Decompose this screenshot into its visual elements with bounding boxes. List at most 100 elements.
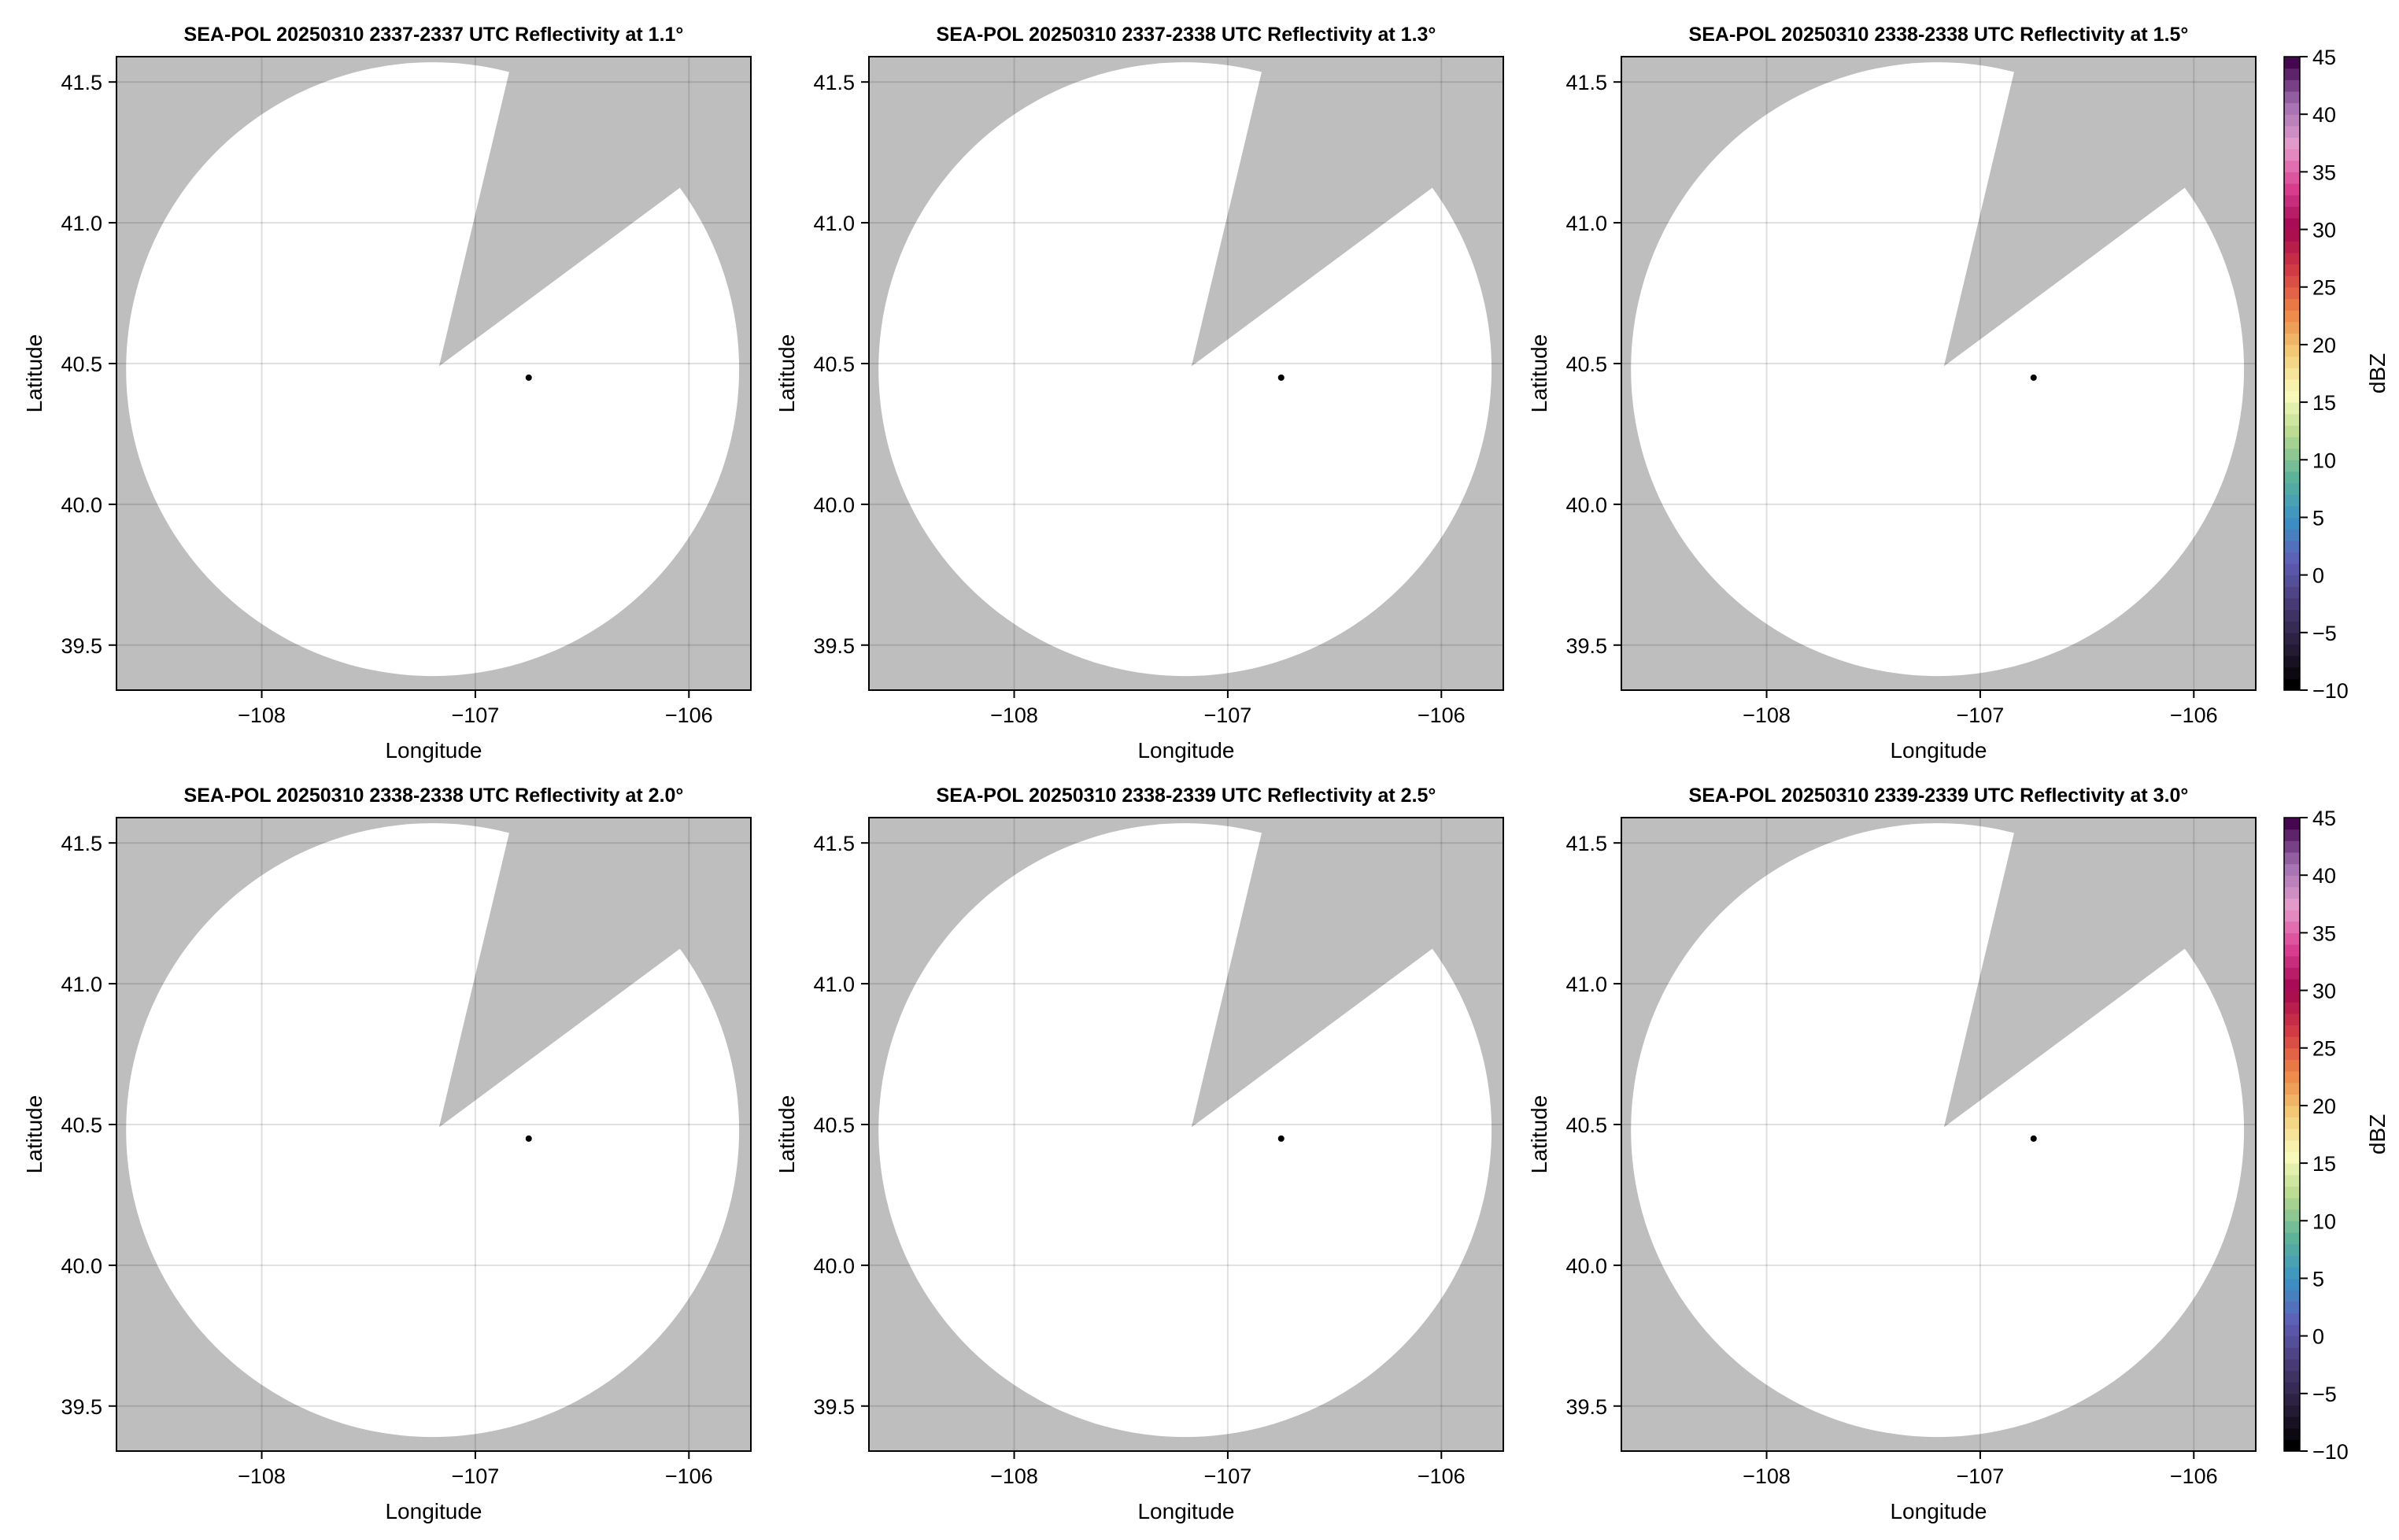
- x-tick-label: −106: [2170, 1464, 2218, 1488]
- panel-title: SEA-POL 20250310 2337-2337 UTC Reflectiv…: [184, 24, 684, 46]
- colorbar-band: [2284, 678, 2300, 691]
- x-tick-label: −108: [238, 704, 286, 727]
- colorbar-band: [2284, 1047, 2300, 1060]
- x-tick-label: −108: [990, 1464, 1038, 1488]
- colorbar-band: [2284, 1324, 2300, 1337]
- colorbar-band: [2284, 621, 2300, 633]
- y-tick-label: 41.5: [813, 71, 855, 94]
- colorbar-tick-label: 30: [2312, 219, 2336, 242]
- y-tick-label: 40.0: [1565, 493, 1607, 517]
- y-tick-label: 40.5: [1565, 1113, 1607, 1137]
- colorbar-tick-label: 25: [2312, 276, 2336, 300]
- colorbar-band: [2284, 286, 2300, 299]
- colorbar-band: [2284, 1209, 2300, 1221]
- colorbar-band: [2284, 1393, 2300, 1406]
- x-tick-label: −107: [452, 704, 500, 727]
- colorbar-band: [2284, 1082, 2300, 1095]
- colorbar-band: [2284, 333, 2300, 345]
- colorbar-band: [2284, 840, 2300, 853]
- colorbar-band: [2284, 1094, 2300, 1106]
- colorbar-band: [2284, 967, 2300, 980]
- plot-area: [116, 818, 751, 1451]
- colorbar-band: [2284, 1036, 2300, 1049]
- colorbar-band: [2284, 1405, 2300, 1417]
- colorbar-tick-label: 45: [2312, 807, 2336, 830]
- colorbar: −10 −5 0 5 10 15 20 25 30 35 40 45 dBZ: [2283, 807, 2390, 1464]
- x-tick-label: −106: [2170, 704, 2218, 727]
- colorbar-band: [2284, 402, 2300, 415]
- colorbar-band: [2284, 149, 2300, 161]
- colorbar-band: [2284, 1059, 2300, 1072]
- blocked-sector: [1943, 57, 2256, 367]
- y-tick-label: 40.5: [61, 353, 102, 376]
- colorbar-label: dBZ: [2365, 1114, 2390, 1154]
- colorbar-tick-label: 40: [2312, 103, 2336, 127]
- colorbar-band: [2284, 644, 2300, 656]
- axes-frame: [1621, 817, 2257, 1452]
- x-tick-label: −106: [665, 1464, 713, 1488]
- y-tick-label: 41.5: [61, 832, 102, 855]
- colorbar-band: [2284, 390, 2300, 403]
- colorbar-band: [2284, 829, 2300, 841]
- colorbar-tick-label: 10: [2312, 1209, 2336, 1233]
- colorbar-band: [2284, 1427, 2300, 1440]
- y-tick-label: 40.0: [61, 1254, 102, 1278]
- y-tick-label: 41.0: [813, 212, 855, 235]
- colorbar-band: [2284, 1335, 2300, 1348]
- blocked-sector: [1943, 818, 2256, 1128]
- blocked-sector: [1191, 818, 1503, 1128]
- colorbar-band: [2284, 990, 2300, 1003]
- colorbar-band: [2284, 367, 2300, 380]
- colorbar-band: [2284, 632, 2300, 645]
- colorbar-tick-label: 0: [2312, 1325, 2324, 1349]
- y-tick-label: 40.0: [813, 493, 855, 517]
- x-tick-label: −107: [452, 1464, 500, 1488]
- colorbar-tick-label: −10: [2312, 1440, 2349, 1464]
- colorbar-band: [2284, 1128, 2300, 1141]
- x-tick-label: −106: [1418, 1464, 1466, 1488]
- blocked-sector: [438, 57, 751, 367]
- colorbar-tick-label: 5: [2312, 1267, 2324, 1291]
- y-tick-label: 39.5: [813, 634, 855, 658]
- panel-title: SEA-POL 20250310 2338-2338 UTC Reflectiv…: [184, 785, 684, 807]
- panel-4: −108 −107 −106 39.5 40.0 40.5 41.0 41.5 SEA-POL …: [22, 785, 752, 1523]
- y-tick-label: 39.5: [61, 634, 102, 658]
- colorbar-tick-label: −5: [2312, 1383, 2337, 1406]
- colorbar-band: [2284, 910, 2300, 922]
- x-tick-label: −108: [1743, 1464, 1791, 1488]
- colorbar-band: [2284, 217, 2300, 231]
- colorbar-band: [2284, 241, 2300, 253]
- x-axis-label: Longitude: [1890, 1499, 1987, 1523]
- panel-5: −108 −107 −106 39.5 40.0 40.5 41.0 41.5 SEA-POL …: [774, 785, 1504, 1523]
- colorbar-band: [2284, 379, 2300, 392]
- plot-area: [116, 57, 751, 690]
- colorbar-band: [2284, 517, 2300, 530]
- colorbar-band: [2284, 656, 2300, 668]
- x-tick-label: −107: [1204, 704, 1252, 727]
- colorbar-band: [2284, 1151, 2300, 1164]
- y-tick-label: 41.5: [1565, 71, 1607, 94]
- colorbar-tick-label: 10: [2312, 449, 2336, 472]
- colorbar-band: [2284, 1198, 2300, 1210]
- radar-site-marker: [1277, 374, 1285, 381]
- colorbar-band: [2284, 206, 2300, 219]
- colorbar-band: [2284, 1013, 2300, 1026]
- blocked-sector: [1191, 57, 1503, 367]
- axes-frame: [1621, 56, 2257, 691]
- colorbar-band: [2284, 229, 2300, 242]
- colorbar-band: [2284, 1071, 2300, 1084]
- radar-site-marker: [2030, 374, 2037, 381]
- panel-6: −108 −107 −106 39.5 40.0 40.5 41.0 41.5 SEA-POL …: [1527, 785, 2390, 1523]
- panel-3: −108 −107 −106 39.5 40.0 40.5 41.0 41.5 SEA-POL …: [1527, 24, 2390, 763]
- colorbar-band: [2284, 1174, 2300, 1187]
- panel-title: SEA-POL 20250310 2337-2338 UTC Reflectiv…: [937, 24, 1436, 46]
- colorbar-band: [2284, 252, 2300, 265]
- colorbar-band: [2284, 1416, 2300, 1429]
- axes-frame: [868, 56, 1504, 691]
- colorbar-band: [2284, 1186, 2300, 1198]
- panel-title: SEA-POL 20250310 2338-2339 UTC Reflectiv…: [937, 785, 1436, 807]
- x-axis-label: Longitude: [385, 1499, 482, 1523]
- x-tick-label: −108: [1743, 704, 1791, 727]
- colorbar-band: [2284, 321, 2300, 334]
- panel-1: −108 −107 −106 39.5 40.0 40.5 41.0 41.5 SEA-POL …: [22, 24, 752, 763]
